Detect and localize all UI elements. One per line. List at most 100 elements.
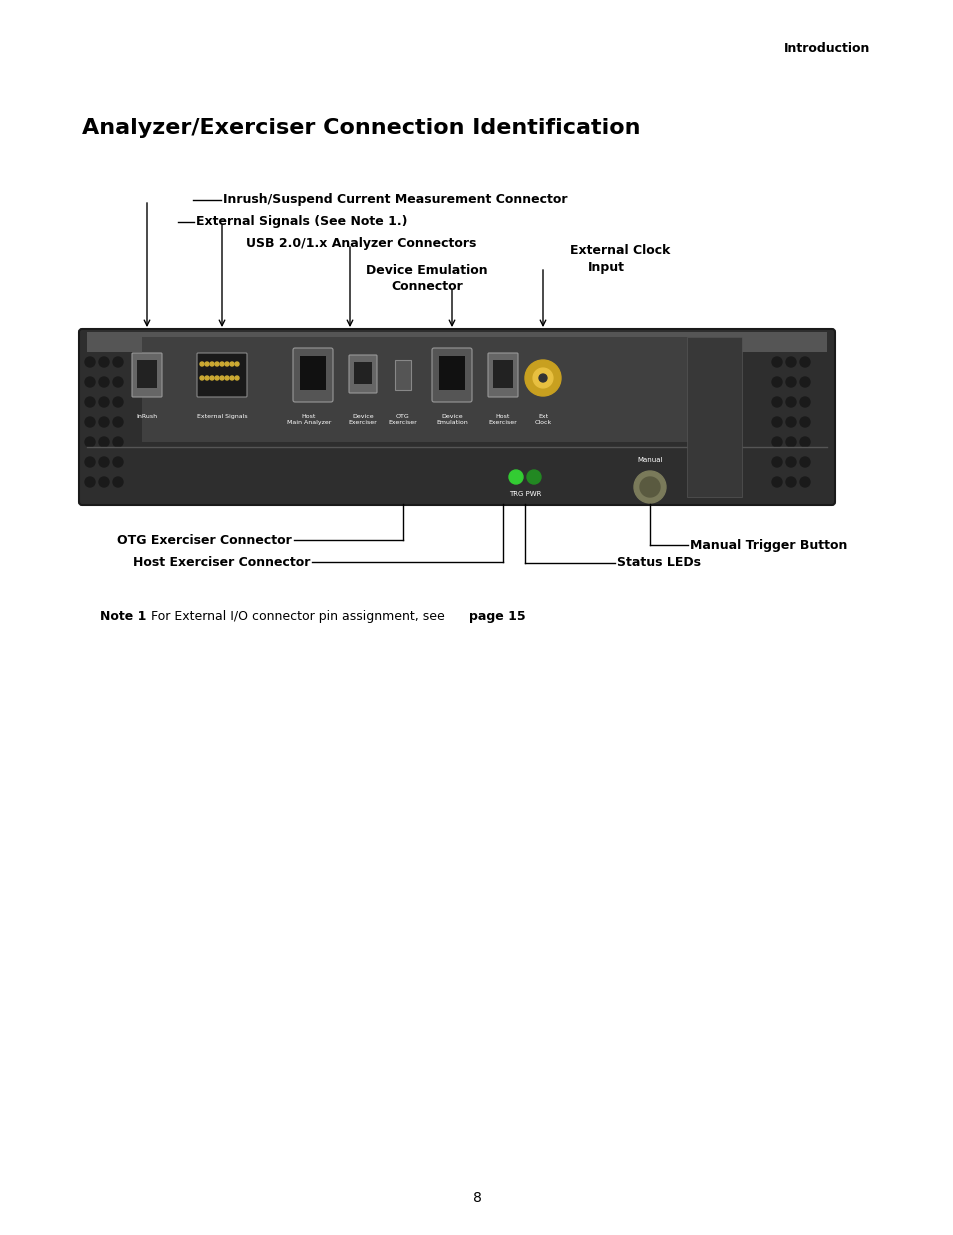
Text: Inrush/Suspend Current Measurement Connector: Inrush/Suspend Current Measurement Conne… (223, 194, 567, 206)
Text: Ext
Clock: Ext Clock (534, 414, 551, 425)
Circle shape (200, 362, 204, 366)
Circle shape (99, 417, 109, 427)
Circle shape (533, 368, 553, 388)
Text: TRG PWR: TRG PWR (508, 492, 540, 496)
Circle shape (85, 437, 95, 447)
Bar (493, 359, 513, 388)
Circle shape (800, 477, 809, 487)
Circle shape (112, 396, 123, 408)
Text: Note 1: Note 1 (100, 610, 146, 622)
Circle shape (524, 359, 560, 396)
Circle shape (220, 375, 224, 380)
Circle shape (800, 377, 809, 387)
Text: For External I/O connector pin assignment, see: For External I/O connector pin assignmen… (147, 610, 448, 622)
Circle shape (234, 375, 239, 380)
Circle shape (112, 377, 123, 387)
Text: 8: 8 (472, 1191, 481, 1205)
FancyBboxPatch shape (349, 354, 376, 393)
Text: Manual Trigger Button: Manual Trigger Button (689, 538, 846, 552)
Text: OTG Exerciser Connector: OTG Exerciser Connector (117, 534, 292, 547)
Bar (354, 362, 372, 384)
Circle shape (225, 375, 229, 380)
Text: Manual: Manual (637, 457, 662, 463)
Circle shape (112, 437, 123, 447)
Circle shape (85, 357, 95, 367)
Circle shape (509, 471, 522, 484)
Circle shape (771, 437, 781, 447)
Circle shape (800, 357, 809, 367)
Text: page 15: page 15 (469, 610, 525, 622)
Circle shape (205, 375, 209, 380)
Circle shape (85, 396, 95, 408)
Bar (87, 332, 826, 352)
Circle shape (785, 477, 795, 487)
Circle shape (214, 375, 219, 380)
FancyBboxPatch shape (132, 353, 162, 396)
Circle shape (112, 417, 123, 427)
Text: Introduction: Introduction (782, 42, 869, 56)
Circle shape (800, 417, 809, 427)
Text: Analyzer/Exerciser Connection Identification: Analyzer/Exerciser Connection Identifica… (82, 119, 639, 138)
Text: InRush: InRush (136, 414, 157, 419)
Circle shape (785, 357, 795, 367)
Circle shape (210, 375, 213, 380)
Text: Connector: Connector (391, 280, 462, 294)
Circle shape (85, 477, 95, 487)
Text: External Signals (See Note 1.): External Signals (See Note 1.) (195, 215, 407, 228)
Bar (438, 356, 464, 390)
Circle shape (785, 417, 795, 427)
Text: Host Exerciser Connector: Host Exerciser Connector (132, 556, 310, 568)
Text: External Signals: External Signals (196, 414, 247, 419)
Circle shape (230, 375, 233, 380)
Circle shape (771, 457, 781, 467)
Circle shape (99, 396, 109, 408)
Text: Device
Exerciser: Device Exerciser (348, 414, 377, 425)
Text: Host
Main Analyzer: Host Main Analyzer (287, 414, 331, 425)
Circle shape (99, 357, 109, 367)
Circle shape (112, 357, 123, 367)
Circle shape (85, 377, 95, 387)
Circle shape (85, 457, 95, 467)
Text: Device
Emulation: Device Emulation (436, 414, 467, 425)
Circle shape (85, 417, 95, 427)
Circle shape (771, 417, 781, 427)
Circle shape (200, 375, 204, 380)
Bar (142, 337, 741, 442)
Text: .: . (517, 610, 520, 622)
FancyBboxPatch shape (196, 353, 247, 396)
Circle shape (800, 437, 809, 447)
Text: Input: Input (587, 261, 624, 273)
Bar (299, 356, 326, 390)
Circle shape (220, 362, 224, 366)
Text: External Clock: External Clock (569, 243, 670, 257)
FancyBboxPatch shape (488, 353, 517, 396)
Circle shape (785, 396, 795, 408)
Circle shape (230, 362, 233, 366)
Circle shape (99, 377, 109, 387)
Circle shape (99, 477, 109, 487)
Circle shape (112, 477, 123, 487)
Circle shape (210, 362, 213, 366)
Circle shape (800, 396, 809, 408)
FancyBboxPatch shape (79, 329, 834, 505)
Text: Device Emulation: Device Emulation (366, 263, 487, 277)
Circle shape (538, 374, 546, 382)
Circle shape (526, 471, 540, 484)
Circle shape (639, 477, 659, 496)
FancyBboxPatch shape (293, 348, 333, 403)
Bar (137, 359, 157, 388)
Circle shape (225, 362, 229, 366)
Text: Trigger: Trigger (638, 508, 661, 513)
FancyBboxPatch shape (432, 348, 472, 403)
Circle shape (634, 471, 665, 503)
Bar (686, 337, 741, 496)
Circle shape (99, 437, 109, 447)
Circle shape (771, 396, 781, 408)
Circle shape (771, 377, 781, 387)
Circle shape (214, 362, 219, 366)
Circle shape (205, 362, 209, 366)
Circle shape (800, 457, 809, 467)
Text: Status LEDs: Status LEDs (617, 557, 700, 569)
Circle shape (785, 437, 795, 447)
Circle shape (99, 457, 109, 467)
